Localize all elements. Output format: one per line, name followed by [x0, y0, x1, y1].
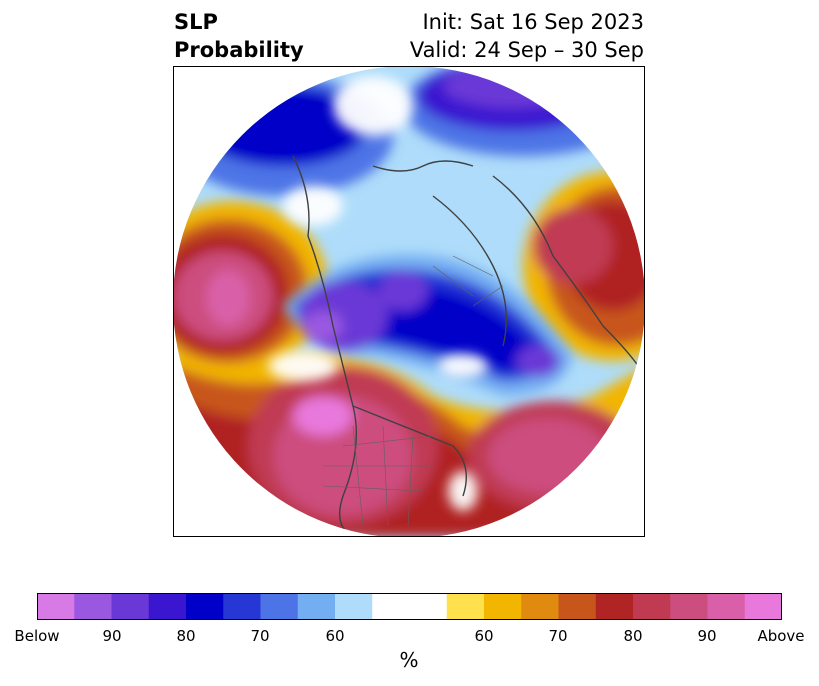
colorbar-swatch	[74, 593, 113, 620]
colorbar-swatch	[335, 593, 373, 620]
colorbar-tick: Below	[14, 627, 60, 645]
colorbar-swatch	[297, 593, 336, 620]
colorbar-swatch	[37, 593, 75, 620]
colorbar-swatch	[372, 593, 411, 620]
colorbar-swatch	[744, 593, 782, 620]
colorbar-swatch	[707, 593, 746, 620]
colorbar	[37, 593, 782, 620]
colorbar-tick: 60	[474, 627, 494, 645]
colorbar-swatch	[595, 593, 634, 620]
colorbar-tick: 90	[697, 627, 717, 645]
title-line-2: Probability	[174, 38, 304, 62]
coastlines	[292, 155, 645, 537]
colorbar-unit-label: %	[399, 648, 419, 672]
colorbar-tick: 80	[176, 627, 196, 645]
colorbar-swatch	[446, 593, 485, 620]
date-info: Init: Sat 16 Sep 2023 Valid: 24 Sep – 30…	[410, 8, 644, 64]
probability-field	[173, 66, 645, 537]
colorbar-swatch	[409, 593, 448, 620]
borders	[322, 255, 504, 527]
colorbar-swatch	[558, 593, 597, 620]
colorbar-swatch	[521, 593, 560, 620]
colorbar-swatch	[148, 593, 187, 620]
colorbar-swatch	[670, 593, 709, 620]
map-title: SLP Probability	[174, 8, 304, 64]
colorbar-swatch	[223, 593, 262, 620]
colorbar-swatch	[111, 593, 150, 620]
colorbar-swatch	[484, 593, 522, 620]
colorbar-swatch	[633, 593, 671, 620]
colorbar-tick: 60	[325, 627, 345, 645]
colorbar-tick: 90	[102, 627, 122, 645]
colorbar-tick: 80	[623, 627, 643, 645]
colorbar-swatch	[260, 593, 299, 620]
valid-range: Valid: 24 Sep – 30 Sep	[409, 38, 644, 62]
colorbar-swatch	[186, 593, 224, 620]
colorbar-tick: 70	[250, 627, 270, 645]
colorbar-tick: Above	[757, 627, 805, 645]
title-line-1: SLP	[174, 10, 218, 34]
colorbar-tick: 70	[548, 627, 568, 645]
init-date: Init: Sat 16 Sep 2023	[422, 10, 644, 34]
polar-map	[173, 66, 645, 537]
